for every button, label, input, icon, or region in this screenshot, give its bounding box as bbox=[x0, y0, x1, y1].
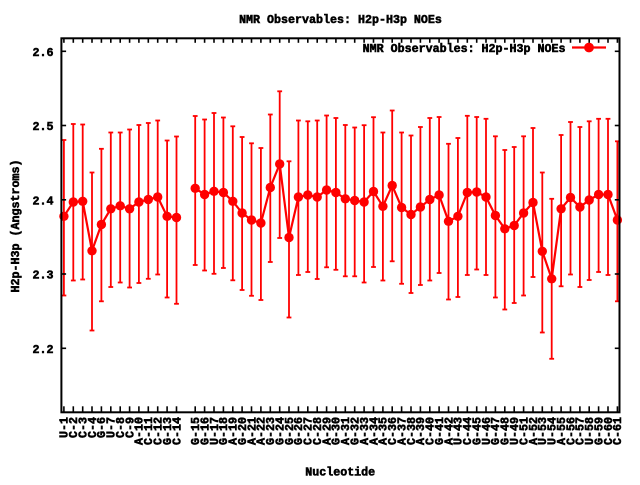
svg-text:C-8: C-8 bbox=[114, 417, 128, 438]
svg-text:A-37: A-37 bbox=[395, 417, 409, 445]
svg-text:G-15: G-15 bbox=[189, 417, 203, 445]
svg-text:G-16: G-16 bbox=[198, 417, 212, 445]
svg-text:2.6: 2.6 bbox=[33, 46, 54, 60]
svg-text:G-20: G-20 bbox=[236, 417, 250, 445]
svg-text:2.2: 2.2 bbox=[33, 343, 54, 357]
svg-text:G-26: G-26 bbox=[292, 417, 306, 445]
svg-text:C-44: C-44 bbox=[461, 417, 475, 445]
svg-text:A-42: A-42 bbox=[442, 417, 456, 445]
svg-text:A-22: A-22 bbox=[255, 417, 269, 445]
svg-text:A-10: A-10 bbox=[133, 417, 147, 445]
svg-text:C-14: C-14 bbox=[170, 417, 184, 445]
svg-text:U-46: U-46 bbox=[480, 417, 494, 445]
svg-text:A-34: A-34 bbox=[367, 417, 381, 445]
svg-text:2.3: 2.3 bbox=[33, 269, 54, 283]
svg-text:C-36: C-36 bbox=[386, 417, 400, 445]
svg-text:A-35: A-35 bbox=[377, 417, 391, 445]
svg-text:C-40: C-40 bbox=[424, 417, 438, 445]
svg-text:U-53: U-53 bbox=[536, 417, 550, 445]
svg-text:C-28: C-28 bbox=[311, 417, 325, 445]
svg-text:U-1: U-1 bbox=[58, 417, 72, 438]
svg-text:G-6: G-6 bbox=[95, 417, 109, 438]
svg-text:G-18: G-18 bbox=[217, 417, 231, 445]
svg-text:A-31: A-31 bbox=[339, 417, 353, 445]
svg-text:U-54: U-54 bbox=[546, 417, 560, 445]
svg-text:U-49: U-49 bbox=[508, 417, 522, 445]
svg-text:C-60: C-60 bbox=[602, 417, 616, 445]
svg-text:NMR Observables: H2p-H3p NOEs: NMR Observables: H2p-H3p NOEs bbox=[363, 42, 566, 56]
svg-text:Nucleotide: Nucleotide bbox=[305, 466, 375, 480]
svg-text:C-4: C-4 bbox=[86, 417, 100, 438]
svg-text:H2p-H3p (Angstroms): H2p-H3p (Angstroms) bbox=[9, 160, 23, 293]
svg-text:C-3: C-3 bbox=[77, 417, 91, 438]
svg-text:C-56: C-56 bbox=[564, 417, 578, 445]
svg-text:G-48: G-48 bbox=[499, 417, 513, 445]
svg-text:G-47: G-47 bbox=[489, 417, 503, 445]
svg-text:A-55: A-55 bbox=[555, 417, 569, 445]
svg-text:C-12: C-12 bbox=[152, 417, 166, 445]
svg-text:NMR Observables: H2p-H3p NOEs: NMR Observables: H2p-H3p NOEs bbox=[239, 13, 442, 27]
svg-text:A-19: A-19 bbox=[227, 417, 241, 445]
svg-text:A-21: A-21 bbox=[245, 417, 259, 445]
svg-text:C-11: C-11 bbox=[142, 417, 156, 445]
svg-text:G-23: G-23 bbox=[264, 417, 278, 445]
svg-text:G-24: G-24 bbox=[274, 417, 288, 445]
svg-text:G-41: G-41 bbox=[433, 417, 447, 445]
svg-text:G-45: G-45 bbox=[471, 417, 485, 445]
svg-text:G-32: G-32 bbox=[349, 417, 363, 445]
svg-text:A-29: A-29 bbox=[320, 417, 334, 445]
svg-text:G-13: G-13 bbox=[161, 417, 175, 445]
svg-text:C-61: C-61 bbox=[611, 417, 625, 445]
svg-text:G-25: G-25 bbox=[283, 417, 297, 445]
svg-text:A-52: A-52 bbox=[527, 417, 541, 445]
svg-text:C-57: C-57 bbox=[574, 417, 588, 445]
svg-text:G-59: G-59 bbox=[592, 417, 606, 445]
svg-text:A-39: A-39 bbox=[414, 417, 428, 445]
svg-text:C-2: C-2 bbox=[67, 417, 81, 438]
svg-text:U-58: U-58 bbox=[583, 417, 597, 445]
svg-text:C-38: C-38 bbox=[405, 417, 419, 445]
svg-text:C-9: C-9 bbox=[123, 417, 137, 438]
svg-text:2.4: 2.4 bbox=[33, 194, 54, 208]
svg-text:U-7: U-7 bbox=[105, 417, 119, 438]
svg-text:G-30: G-30 bbox=[330, 417, 344, 445]
svg-text:A-33: A-33 bbox=[358, 417, 372, 445]
svg-text:C-27: C-27 bbox=[302, 417, 316, 445]
svg-text:2.5: 2.5 bbox=[33, 120, 54, 134]
svg-text:C-51: C-51 bbox=[517, 417, 531, 445]
svg-text:U-17: U-17 bbox=[208, 417, 222, 445]
svg-text:U-43: U-43 bbox=[452, 417, 466, 445]
